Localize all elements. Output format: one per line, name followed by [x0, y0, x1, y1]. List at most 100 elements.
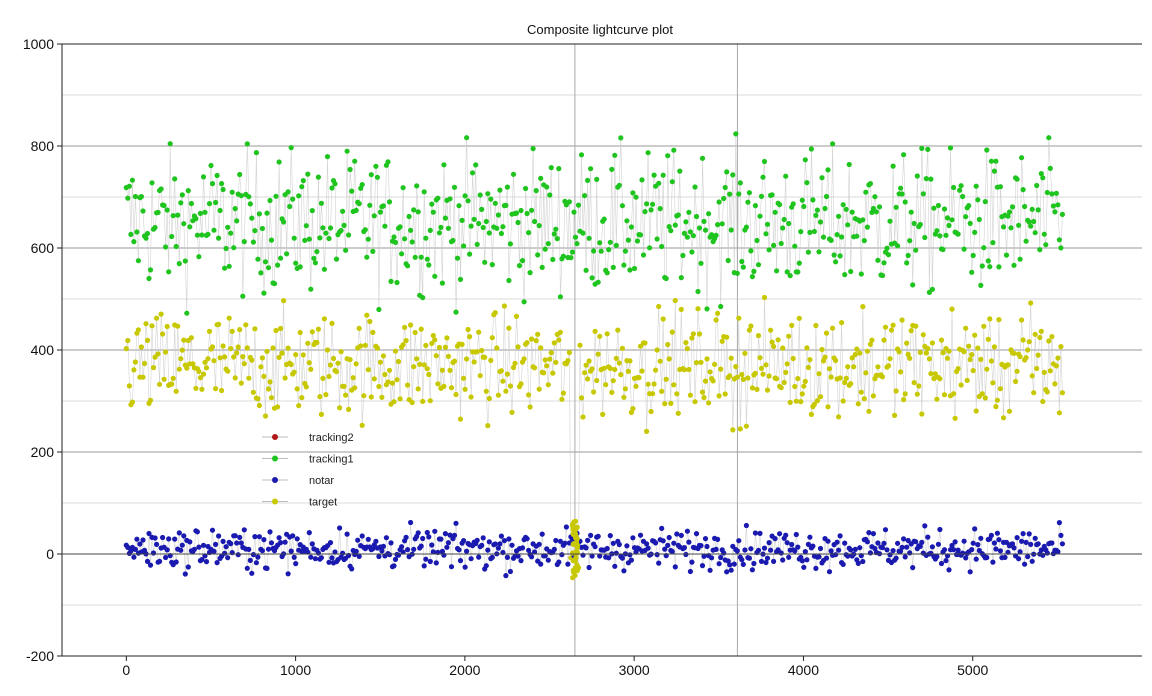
- point-tracking1: [246, 194, 252, 200]
- legend: tracking2 tracking1 notar target: [262, 432, 354, 509]
- point-tracking1: [367, 202, 373, 208]
- point-target: [444, 335, 450, 341]
- point-tracking1: [1008, 225, 1014, 231]
- point-tracking1: [545, 241, 551, 247]
- point-notar: [761, 545, 768, 551]
- point-tracking1: [299, 184, 305, 190]
- point-target: [799, 391, 805, 397]
- point-target: [854, 346, 860, 352]
- point-target: [713, 317, 719, 323]
- point-notar: [799, 558, 805, 564]
- point-tracking1: [811, 228, 818, 235]
- point-tracking1: [409, 239, 415, 245]
- point-tracking1: [569, 249, 576, 255]
- point-target: [1041, 369, 1047, 375]
- point-target: [461, 375, 467, 381]
- point-notar: [309, 541, 315, 547]
- point-target: [474, 349, 480, 355]
- point-tracking1: [873, 209, 880, 215]
- point-notar: [845, 553, 851, 559]
- point-target: [754, 386, 760, 392]
- point-tracking1: [887, 218, 893, 224]
- point-target: [451, 358, 458, 364]
- point-tracking1: [256, 211, 262, 217]
- point-tracking1: [213, 199, 219, 206]
- point-target: [544, 363, 550, 369]
- point-notar: [264, 565, 270, 572]
- point-tracking1: [143, 235, 149, 241]
- point-target: [961, 349, 967, 355]
- point-target: [379, 394, 385, 400]
- point-target: [902, 391, 908, 397]
- point-notar: [758, 558, 765, 565]
- point-target: [985, 336, 991, 342]
- point-notar: [907, 550, 913, 556]
- point-tracking1: [604, 270, 610, 276]
- point-tracking1: [188, 200, 194, 207]
- point-tracking1: [969, 269, 975, 275]
- point-tracking1: [586, 235, 592, 241]
- point-target: [1026, 339, 1032, 345]
- point-notar: [1049, 540, 1055, 546]
- point-target: [135, 327, 141, 333]
- point-tracking1: [802, 157, 808, 163]
- point-target: [808, 411, 815, 417]
- point-tracking1: [830, 141, 836, 147]
- point-notar: [392, 556, 399, 563]
- point-notar: [951, 547, 957, 553]
- point-tracking1: [879, 272, 886, 279]
- point-target: [241, 361, 247, 367]
- point-notar: [917, 543, 923, 550]
- point-tracking1: [553, 226, 559, 232]
- point-tracking1: [982, 199, 988, 205]
- legend-label-notar: notar: [309, 475, 334, 487]
- point-tracking1: [597, 240, 603, 246]
- point-tracking1: [388, 278, 394, 284]
- point-notar: [526, 547, 532, 553]
- point-target: [163, 349, 169, 355]
- point-tracking1: [947, 145, 954, 151]
- point-tracking1: [275, 262, 281, 268]
- point-target: [887, 356, 893, 362]
- point-target: [453, 391, 459, 398]
- point-target: [1020, 337, 1026, 343]
- point-notar: [429, 542, 435, 548]
- point-target: [535, 331, 541, 337]
- point-tracking1: [1058, 245, 1064, 251]
- point-notar: [391, 563, 397, 569]
- point-target: [377, 359, 383, 365]
- point-notar: [199, 557, 205, 563]
- point-tracking1: [209, 181, 216, 187]
- point-target: [193, 385, 199, 391]
- point-tracking1: [591, 248, 597, 254]
- point-target: [160, 331, 166, 337]
- point-target: [361, 393, 367, 399]
- legend-marker-tracking2: [272, 434, 278, 440]
- point-notar: [432, 528, 438, 534]
- point-notar: [408, 519, 414, 526]
- point-target: [988, 358, 995, 364]
- point-notar: [748, 546, 754, 552]
- point-target: [911, 380, 917, 386]
- point-tracking1: [922, 234, 928, 241]
- point-notar: [246, 546, 252, 553]
- point-notar: [834, 539, 840, 545]
- point-target: [188, 335, 194, 341]
- point-tracking1: [468, 223, 474, 229]
- point-tracking1: [238, 193, 244, 199]
- point-target: [842, 379, 848, 386]
- point-tracking1: [516, 263, 523, 269]
- point-target: [483, 388, 489, 394]
- point-tracking1: [147, 267, 154, 273]
- point-target: [409, 399, 415, 406]
- point-tracking1: [754, 237, 760, 244]
- point-tracking1: [494, 225, 500, 231]
- point-tracking1: [645, 150, 651, 156]
- point-target: [315, 326, 321, 332]
- point-tracking1: [445, 225, 451, 231]
- point-notar: [1020, 531, 1026, 537]
- point-tracking1: [583, 267, 589, 273]
- point-tracking1: [1016, 222, 1022, 228]
- point-target: [175, 323, 181, 329]
- point-tracking1: [349, 188, 355, 194]
